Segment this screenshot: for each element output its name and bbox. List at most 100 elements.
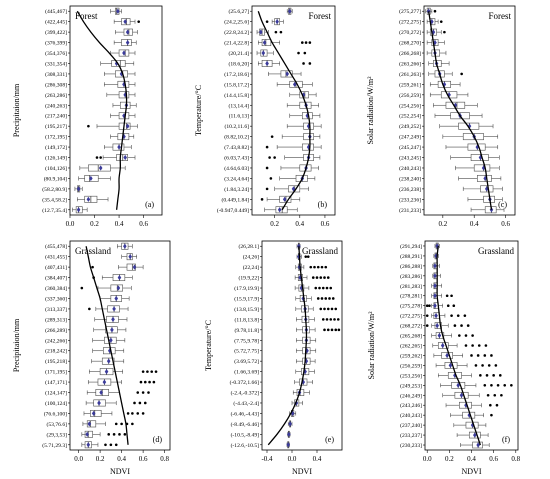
outlier-point [481, 364, 484, 367]
outlier-point [453, 324, 457, 327]
mean-marker [98, 165, 103, 171]
y-tick-label: (238,240] [399, 175, 421, 182]
y-tick-label: (15.9,17.9] [234, 295, 259, 302]
y-tick-label: (13.8,15.9] [234, 306, 259, 313]
x-tick-label: 0.2 [270, 220, 279, 228]
outlier-point [329, 318, 333, 321]
y-tick-label: (195,218] [45, 358, 67, 365]
x-tick-label: 0.4 [117, 455, 126, 463]
outlier-point [433, 9, 437, 13]
outlier-point [463, 314, 467, 317]
y-tick-label: (217,240] [45, 113, 67, 120]
x-tick-label: 0.4 [115, 220, 124, 228]
outlier-point [464, 344, 468, 347]
y-tick-label: (-0.372,1.66] [230, 379, 259, 386]
outlier-point [112, 433, 116, 436]
outlier-point [471, 334, 474, 337]
outlier-point [308, 62, 312, 65]
x-tick-label: 0.6 [139, 455, 148, 463]
outlier-point [152, 380, 156, 384]
y-tick-label: (376,399] [45, 40, 67, 47]
y-axis-title: Precipitaion/mm [12, 83, 21, 137]
y-tick-label: (80.9,104] [44, 175, 67, 182]
y-axis-title: Solar radiation/W/m² [366, 76, 375, 145]
x-axis-title: NDVI [292, 467, 312, 476]
outlier-point [477, 344, 481, 347]
plot-frame [261, 240, 343, 451]
y-tick-label: (19.9,22] [238, 275, 259, 282]
y-tick-label: (149,172] [45, 144, 67, 151]
outlier-point [326, 328, 330, 332]
outlier-point [456, 314, 460, 317]
y-tick-label: (100,124] [45, 400, 67, 407]
outlier-point [321, 318, 325, 321]
y-tick-label: (384,407] [45, 275, 67, 282]
y-tick-label: (6.03,7.43] [224, 155, 249, 162]
mean-marker [110, 327, 114, 333]
outlier-point [139, 380, 143, 384]
land-type-label: Grassland [478, 246, 514, 256]
mean-marker [287, 8, 292, 14]
y-tick-label: (243,246] [400, 402, 422, 409]
y-tick-label: (8.82,10.2] [224, 134, 249, 141]
outlier-point [138, 401, 142, 405]
box [261, 39, 272, 47]
y-tick-label: (240,243] [399, 165, 421, 172]
outlier-point [304, 41, 308, 44]
y-tick-label: (275,278] [400, 303, 422, 310]
mean-marker [435, 243, 439, 249]
outlier-point [474, 364, 478, 367]
mean-marker [433, 273, 437, 279]
outlier-point [141, 412, 145, 415]
mean-marker [125, 123, 130, 129]
y-tick-label: (147,171] [45, 379, 67, 386]
outlier-point [114, 443, 118, 447]
outlier-point [273, 156, 276, 159]
y-axis-title: Precipitaion/mm [12, 318, 21, 372]
mean-marker [106, 358, 111, 364]
y-tick-label: (231,233] [399, 207, 421, 214]
outlier-point [490, 354, 493, 357]
outlier-point [99, 156, 102, 159]
plot-frame [69, 240, 171, 451]
mean-marker [445, 352, 449, 359]
y-tick-label: (233,236] [399, 196, 421, 203]
panel-letter: (e) [325, 435, 334, 444]
outlier-point [320, 297, 324, 300]
mean-marker [286, 442, 291, 448]
x-tick-label: 0.4 [295, 220, 304, 228]
y-tick-label: (9.78,11.8] [235, 327, 260, 334]
y-tick-label: (288,291] [400, 253, 422, 260]
mean-marker [112, 306, 116, 312]
y-tick-label: (18.6,20] [228, 60, 249, 67]
y-tick-label: (291,294] [400, 243, 422, 250]
y-tick-label: (268,270] [399, 40, 421, 47]
outlier-point [318, 286, 321, 290]
y-tick-label: (337,360] [45, 295, 67, 302]
outlier-point [337, 328, 341, 332]
panel-letter: (b) [318, 200, 328, 209]
mean-marker [288, 421, 292, 427]
x-tick-label: 0.6 [321, 220, 330, 228]
mean-marker [132, 264, 137, 270]
outlier-point [464, 334, 468, 337]
y-tick-label: (237,240] [400, 422, 422, 429]
outlier-point [304, 255, 308, 258]
y-tick-label: (13,14.4] [228, 102, 249, 109]
mean-marker [476, 442, 480, 448]
y-tick-label: (3.69,5.72] [234, 358, 259, 365]
mean-marker [433, 303, 437, 309]
fitted-curve [85, 246, 129, 445]
mean-marker [292, 81, 297, 87]
mean-marker [287, 431, 291, 437]
outlier-point [428, 304, 431, 307]
mean-marker [453, 372, 457, 378]
mean-marker [125, 29, 130, 35]
mean-marker [440, 342, 445, 349]
mean-marker [102, 379, 107, 385]
y-tick-label: (230,233] [400, 442, 422, 449]
outlier-point [314, 286, 318, 290]
y-tick-label: (254,256] [399, 102, 421, 109]
y-tick-label: (24.2,25.6] [224, 19, 249, 26]
